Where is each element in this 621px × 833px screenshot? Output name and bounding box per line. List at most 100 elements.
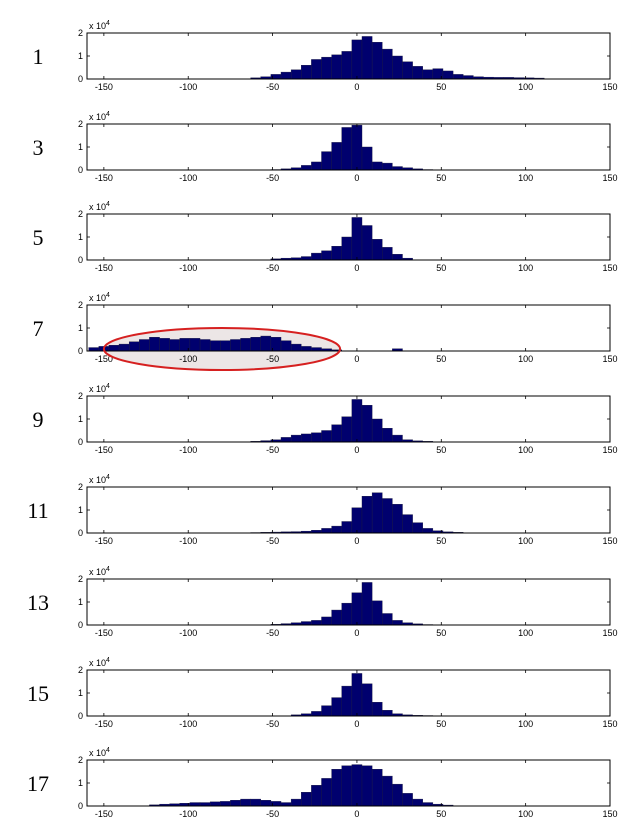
histogram-bar [392,434,403,443]
x-tick-label: 50 [436,809,446,819]
y-tick-label: 1 [78,414,83,424]
panel-label: 15 [27,681,49,706]
histogram-bar [149,337,160,352]
x-tick-label: 100 [518,719,533,729]
panel-1: -150 -100 -50 0 50 100 150 0 1 2 x 104 1 [33,20,618,92]
histogram-bar [402,61,413,80]
histogram-bar [321,56,332,80]
histogram-bar [422,69,434,80]
panel-label: 5 [33,225,44,250]
y-tick-label: 2 [78,391,83,401]
panel-11: -150 -100 -50 0 50 100 150 0 1 2 x 104 11 [27,474,617,546]
histogram-bar [209,801,221,807]
x-tick-label: -50 [266,628,279,638]
x-tick-label: 50 [436,628,446,638]
histogram-bar [412,522,423,534]
histogram-bar [382,710,393,717]
y-exponent-label: x 104 [89,201,110,212]
x-tick-label: 100 [518,536,533,546]
histogram-bar [371,769,383,807]
panel-label: 7 [33,316,44,341]
histogram-bar [301,792,312,807]
histogram-bar [361,225,373,261]
histogram-bar [382,613,393,626]
histogram-bar [301,256,312,261]
histogram-bar [371,702,383,717]
histogram-bar [220,340,231,352]
x-tick-label: 0 [354,536,359,546]
x-tick-label: 150 [602,809,617,819]
histogram-bar [361,765,373,807]
histogram-bar [250,337,261,352]
panel-7: -150 -100 -50 0 50 100 150 0 1 2 x 104 7 [33,292,618,371]
histogram-bar [452,74,464,80]
histogram-bar [351,592,363,626]
histogram-bar [392,166,403,171]
y-tick-label: 0 [78,74,83,84]
x-tick-label: -50 [266,354,279,364]
histogram-bar [442,70,454,80]
histogram-bar [311,59,322,80]
histogram-bar [422,528,434,534]
x-tick-label: 100 [518,445,533,455]
histogram-bar [230,339,241,352]
histogram-bar [351,124,363,171]
x-tick-label: 100 [518,809,533,819]
histogram-bar [301,64,312,80]
histogram-bar [402,514,413,534]
histogram-bar [321,778,332,807]
x-tick-label: -100 [179,173,197,183]
y-tick-label: 2 [78,28,83,38]
x-tick-label: -150 [95,82,113,92]
histogram-bar [341,51,353,80]
histogram-bar [422,802,434,807]
histogram-bar [371,600,383,626]
histogram-bar [371,42,383,80]
y-exponent-label: x 104 [89,474,110,485]
histogram-bar [88,347,100,352]
histogram-bar [260,335,272,352]
histogram-bar [169,339,180,352]
histogram-bar [351,764,363,807]
x-tick-label: -100 [179,809,197,819]
histogram-bar [321,430,332,443]
histogram-bar [118,343,130,352]
histogram-bar [189,802,201,807]
histogram-bar [361,496,373,534]
x-tick-label: 150 [602,354,617,364]
x-tick-label: -150 [95,628,113,638]
x-tick-label: 150 [602,719,617,729]
histogram-bar [301,433,312,443]
y-exponent-label: x 104 [89,20,110,31]
histogram-bar [230,800,241,807]
histogram-bar [301,165,312,171]
y-tick-label: 1 [78,142,83,152]
x-tick-label: 0 [354,445,359,455]
panel-label: 17 [27,771,49,796]
histogram-bar [331,245,342,261]
histogram-bar [321,616,332,626]
y-tick-label: 0 [78,711,83,721]
y-tick-label: 0 [78,437,83,447]
x-tick-label: 50 [436,536,446,546]
y-tick-label: 0 [78,255,83,265]
histogram-bar [341,765,353,807]
histogram-bar [361,683,373,717]
y-tick-label: 1 [78,688,83,698]
x-tick-label: -100 [179,263,197,273]
histogram-bar [280,71,292,80]
histogram-bar [331,54,342,80]
histogram-bar [392,783,403,807]
x-tick-label: -100 [179,719,197,729]
y-exponent-label: x 104 [89,566,110,577]
x-tick-label: -50 [266,82,279,92]
x-tick-label: -100 [179,354,197,364]
histogram-bar [351,39,363,80]
histogram-bar [311,785,322,807]
panel-17: -150 -100 -50 0 50 100 150 0 1 2 x 104 17 [27,747,618,819]
y-tick-label: 1 [78,51,83,61]
panel-label: 3 [33,135,44,160]
x-tick-label: -100 [179,82,197,92]
histogram-bar [321,250,332,261]
